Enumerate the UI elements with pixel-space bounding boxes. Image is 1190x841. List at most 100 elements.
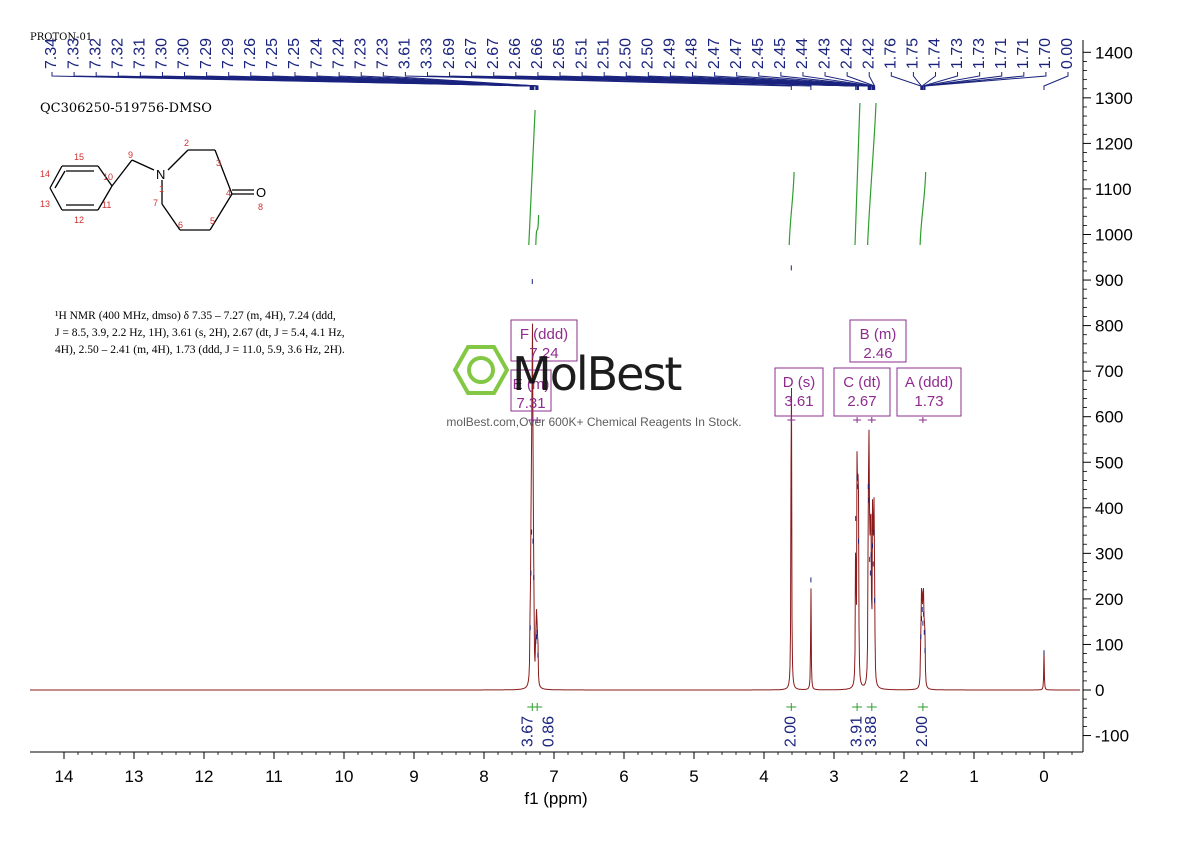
peak-label-connectors (51, 72, 1069, 90)
x-tick-label-4: 4 (759, 767, 768, 786)
nmr-description-line2: J = 8.5, 3.9, 2.2 Hz, 1H), 3.61 (s, 2H),… (55, 327, 345, 339)
atom-7: 7 (153, 198, 158, 208)
peak-label-25: 2.51 (595, 38, 612, 69)
x-tick-label-12: 12 (195, 767, 214, 786)
integral-curves (528, 102, 927, 246)
peak-label-16: 3.61 (397, 38, 414, 69)
molbest-logo-icon (452, 345, 510, 395)
y-tick-label-1100: 1100 (1095, 180, 1132, 199)
y-tick-label-600: 600 (1095, 408, 1123, 427)
peak-label-0: 7.34 (43, 38, 60, 69)
multiplet-box-E (510, 369, 552, 412)
integration-value-3: 3.91 (848, 716, 865, 747)
peak-label-6: 7.30 (176, 38, 193, 69)
peak-connector-40 (921, 72, 936, 90)
x-tick-label-2: 2 (899, 767, 908, 786)
peak-label-21: 2.66 (507, 38, 524, 69)
atom-13: 13 (40, 199, 50, 209)
peak-connector-39 (912, 72, 922, 90)
multiplet-box-A (896, 367, 962, 417)
peak-label-44: 1.71 (1015, 38, 1032, 69)
multiplet-title-C: C (dt) (843, 374, 881, 391)
atom-4: 4 (226, 188, 231, 198)
peak-label-8: 7.29 (220, 38, 237, 69)
peak-label-39: 1.75 (905, 38, 922, 69)
nmr-description-line3: 4H), 2.50 – 2.41 (m, 4H), 1.73 (ddd, J =… (55, 344, 345, 356)
watermark-tagline: molBest.com,Over 600K+ Chemical Reagents… (446, 415, 741, 429)
atom-1: 1 (159, 184, 164, 194)
atom-5: 5 (210, 216, 215, 226)
integration-bracket-1 (532, 703, 543, 711)
atom-8: 8 (258, 202, 263, 212)
peak-connector-28 (669, 72, 871, 90)
multiplet-range-C (853, 417, 862, 423)
multiplet-annotations: F (ddd)7.24E (m)7.31D (s)3.61C (dt)2.67B… (510, 319, 962, 423)
x-tick-label-7: 7 (549, 767, 558, 786)
peak-labels: 7.34 7.33 7.32 7.32 7.31 7.30 7.30 7.29 7.29 7.26… (43, 38, 1076, 69)
x-tick-label-11: 11 (265, 767, 283, 786)
peak-connector-16 (404, 72, 792, 90)
x-tick-label-6: 6 (619, 767, 628, 786)
peak-label-37: 2.42 (860, 38, 877, 69)
integration-bracket-4 (866, 703, 877, 711)
integration-value-5: 2.00 (914, 716, 931, 747)
y-tick-label-100: 100 (1095, 635, 1123, 654)
peak-label-28: 2.49 (662, 38, 679, 69)
peak-label-15: 7.23 (375, 38, 392, 69)
x-axis-ticks: 14 13 12 11 10 9 8 7 6 5 4 3 2 1 0 (55, 752, 1073, 786)
peak-connector-17 (426, 72, 812, 90)
atom-9: 9 (128, 150, 133, 160)
integral-curve-4 (867, 102, 877, 246)
peak-label-40: 1.74 (927, 38, 944, 69)
multiplet-box-D (774, 367, 824, 417)
peak-label-2: 7.32 (87, 38, 104, 69)
peak-label-4: 7.31 (132, 38, 149, 69)
peak-label-9: 7.26 (242, 38, 259, 69)
y-tick-label--100: -100 (1095, 727, 1129, 746)
multiplet-range-B (867, 417, 876, 423)
peak-label-3: 7.32 (109, 38, 126, 69)
y-tick-label-700: 700 (1095, 362, 1123, 381)
spectrum-line (30, 323, 1080, 691)
multiplet-title-F: F (ddd) (520, 326, 568, 343)
peak-label-13: 7.24 (330, 38, 347, 69)
peak-connector-11 (294, 72, 537, 90)
multiplet-shift-D: 3.61 (784, 393, 813, 410)
y-tick-label-1300: 1300 (1095, 89, 1133, 108)
y-tick-label-400: 400 (1095, 499, 1123, 518)
multiplet-title-E: E (m) (513, 376, 550, 393)
molbest-watermark: MolBest molBest.com,Over 600K+ Chemical … (446, 345, 742, 429)
multiplet-title-D: D (s) (783, 374, 816, 391)
x-tick-label-13: 13 (125, 767, 144, 786)
integration-value-4: 3.88 (863, 716, 880, 747)
watermark-brand: MolBest (512, 347, 681, 401)
peak-label-34: 2.44 (794, 38, 811, 69)
y-tick-label-1000: 1000 (1095, 226, 1133, 245)
peak-label-20: 2.67 (485, 38, 502, 69)
peak-label-18: 2.69 (441, 38, 458, 69)
integral-curve-0 (528, 109, 536, 246)
multiplet-range-D (787, 417, 796, 423)
multiplet-range-E (528, 417, 537, 423)
x-tick-label-0: 0 (1039, 767, 1048, 786)
multiplet-shift-A: 1.73 (914, 393, 943, 410)
peak-label-17: 3.33 (419, 38, 436, 69)
integral-curve-2 (788, 171, 795, 246)
multiplet-range-A (918, 417, 927, 423)
peak-connector-37 (868, 72, 876, 90)
peak-connector-13 (338, 72, 538, 90)
integral-curve-3 (854, 102, 861, 246)
peak-label-24: 2.51 (573, 38, 590, 69)
y-tick-label-300: 300 (1095, 544, 1123, 563)
x-tick-label-9: 9 (409, 767, 418, 786)
peak-label-19: 2.67 (463, 38, 480, 69)
peak-label-5: 7.30 (154, 38, 171, 69)
atom-15: 15 (74, 152, 84, 162)
multiplet-A: A (ddd) 1.73 (896, 367, 962, 423)
peak-connector-33 (780, 72, 873, 90)
multiplet-shift-B: 2.46 (863, 345, 892, 362)
peak-connector-15 (382, 72, 539, 90)
peak-label-23: 2.65 (551, 38, 568, 69)
atom-14: 14 (40, 169, 50, 179)
